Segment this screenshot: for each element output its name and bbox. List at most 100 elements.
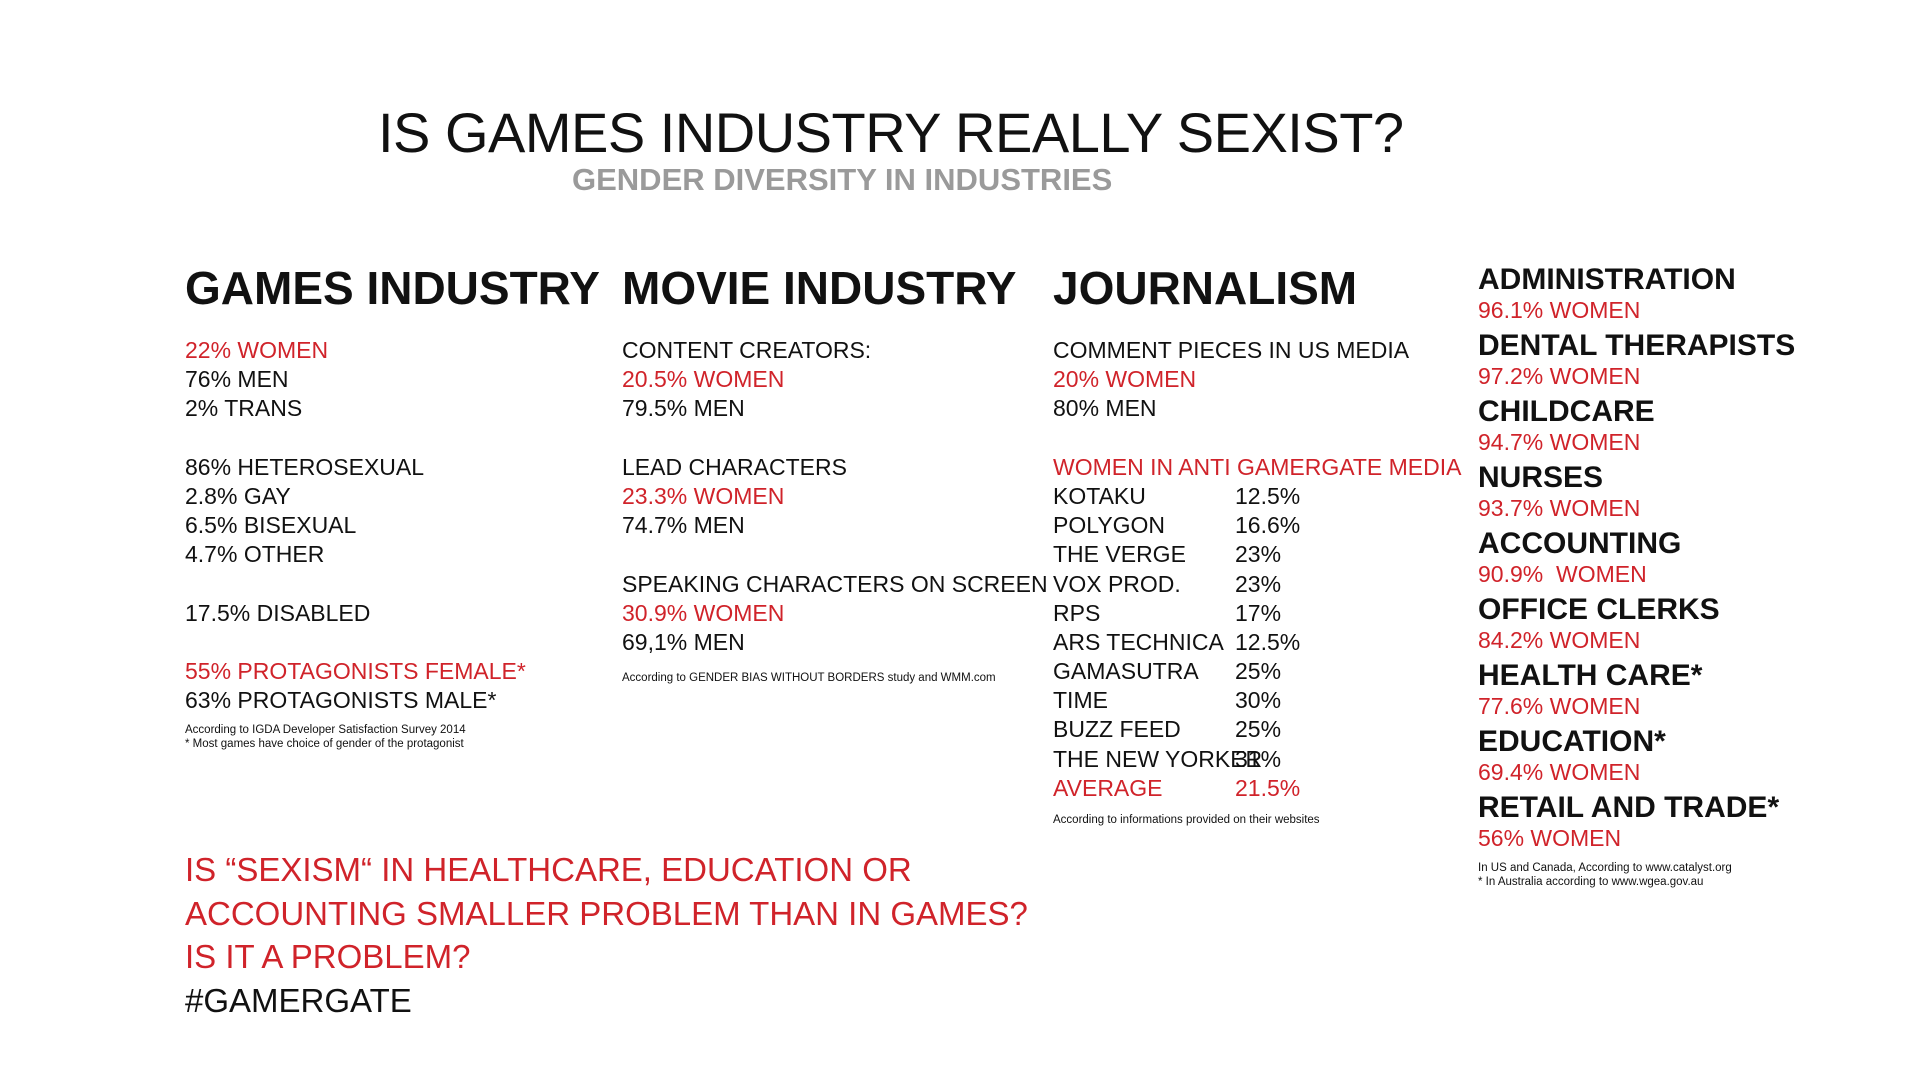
media-average-value: 21.5% xyxy=(1235,774,1301,801)
journalism-comment-label: COMMENT PIECES IN US MEDIA xyxy=(1053,337,1410,363)
movie-source-note: According to GENDER BIAS WITHOUT BORDERS… xyxy=(622,672,996,685)
spacer xyxy=(622,424,1048,453)
industry-label: ACCOUNTING xyxy=(1478,527,1682,560)
games-bisexual-stat: 6.5% BISEXUAL xyxy=(185,512,357,539)
spacer xyxy=(185,424,600,453)
spacer xyxy=(185,570,600,599)
spacer xyxy=(1053,424,1462,453)
games-protagonists-female-stat: 55% PROTAGONISTS FEMALE* xyxy=(185,658,526,685)
movie-content-creators-label: CONTENT CREATORS: xyxy=(622,337,872,363)
media-name: POLYGON xyxy=(1053,512,1166,539)
industry-item: NURSES 93.7% WOMEN xyxy=(1478,460,1795,521)
media-average-label: AVERAGE xyxy=(1053,774,1163,801)
movie-speaking-women: 30.9% WOMEN xyxy=(622,599,785,626)
industry-label: NURSES xyxy=(1478,461,1604,494)
journalism-comment-women: 20% WOMEN xyxy=(1053,366,1197,393)
media-name: THE VERGE xyxy=(1053,541,1186,568)
journalism-source-note: According to informations provided on th… xyxy=(1053,814,1320,826)
journalism-heading: JOURNALISM xyxy=(1053,262,1358,314)
movie-industry-section: MOVIE INDUSTRY CONTENT CREATORS: 20.5% W… xyxy=(622,258,1048,685)
industry-item: EDUCATION* 69.4% WOMEN xyxy=(1478,724,1795,785)
industry-label: EDUCATION* xyxy=(1478,725,1666,758)
media-name: BUZZ FEED xyxy=(1053,716,1181,743)
games-trans-stat: 2% TRANS xyxy=(185,395,303,422)
industry-label: RETAIL AND TRADE* xyxy=(1478,791,1780,824)
games-men-stat: 76% MEN xyxy=(185,366,289,393)
media-name: KOTAKU xyxy=(1053,482,1146,509)
journalism-section: JOURNALISM COMMENT PIECES IN US MEDIA 20… xyxy=(1053,258,1462,827)
media-value: 12.5% xyxy=(1235,628,1301,655)
movie-speaking-label: SPEAKING CHARACTERS ON SCREEN xyxy=(622,570,1048,597)
media-average-row: AVERAGE 21.5% xyxy=(1053,774,1462,803)
games-women-stat: 22% WOMEN xyxy=(185,337,329,363)
games-heterosexual-stat: 86% HETEROSEXUAL xyxy=(185,453,425,480)
movie-lead-women: 23.3% WOMEN xyxy=(622,482,785,509)
media-name: VOX PROD. xyxy=(1053,570,1181,597)
media-row: TIME 30% xyxy=(1053,686,1462,715)
industry-value: 94.7% WOMEN xyxy=(1478,429,1641,455)
media-value: 23% xyxy=(1235,541,1282,568)
games-industry-heading: GAMES INDUSTRY xyxy=(185,262,600,314)
media-value: 17% xyxy=(1235,599,1282,626)
industry-item: CHILDCARE 94.7% WOMEN xyxy=(1478,394,1795,455)
games-industry-section: GAMES INDUSTRY 22% WOMEN 76% MEN 2% TRAN… xyxy=(185,258,600,751)
media-value: 25% xyxy=(1235,658,1282,685)
media-row: THE VERGE 23% xyxy=(1053,540,1462,569)
question-line-3: IS IT A PROBLEM? xyxy=(185,938,471,975)
media-row: THE NEW YORKER 31% xyxy=(1053,745,1462,774)
movie-speaking-men: 69,1% MEN xyxy=(622,628,745,655)
question-line-2: ACCOUNTING SMALLER PROBLEM THAN IN GAMES… xyxy=(185,894,1028,932)
industry-item: RETAIL AND TRADE* 56% WOMEN xyxy=(1478,790,1795,851)
other-industries-section: ADMINISTRATION 96.1% WOMEN DENTAL THERAP… xyxy=(1478,262,1795,889)
industry-value: 69.4% WOMEN xyxy=(1478,759,1641,785)
journalism-comment-men: 80% MEN xyxy=(1053,395,1157,422)
media-row: RPS 17% xyxy=(1053,599,1462,628)
industry-value: 56% WOMEN xyxy=(1478,825,1622,851)
media-row: GAMASUTRA 25% xyxy=(1053,657,1462,686)
other-industries-footnote: * In Australia according to www.wgea.gov… xyxy=(1478,876,1704,888)
spacer xyxy=(622,540,1048,569)
games-source-note: According to IGDA Developer Satisfaction… xyxy=(185,724,466,737)
media-name: ARS TECHNICA xyxy=(1053,628,1224,655)
page-title: IS GAMES INDUSTRY REALLY SEXIST? xyxy=(378,101,1404,164)
media-name: RPS xyxy=(1053,599,1101,626)
movie-industry-heading: MOVIE INDUSTRY xyxy=(622,262,1017,314)
media-value: 25% xyxy=(1235,716,1282,743)
industry-value: 77.6% WOMEN xyxy=(1478,693,1641,719)
media-row: POLYGON 16.6% xyxy=(1053,511,1462,540)
media-name: THE NEW YORKER xyxy=(1053,745,1263,772)
movie-lead-label: LEAD CHARACTERS xyxy=(622,453,847,480)
industry-value: 96.1% WOMEN xyxy=(1478,297,1641,323)
journalism-anti-gamergate-label: WOMEN IN ANTI GAMERGATE MEDIA xyxy=(1053,453,1462,480)
industry-item: HEALTH CARE* 77.6% WOMEN xyxy=(1478,658,1795,719)
games-gay-stat: 2.8% GAY xyxy=(185,482,291,509)
industry-label: CHILDCARE xyxy=(1478,395,1655,428)
page-subtitle: GENDER DIVERSITY IN INDUSTRIES xyxy=(572,162,1113,197)
industry-label: OFFICE CLERKS xyxy=(1478,593,1720,626)
industry-item: ADMINISTRATION 96.1% WOMEN xyxy=(1478,262,1795,323)
other-industries-source-note: In US and Canada, According to www.catal… xyxy=(1478,862,1732,874)
media-name: GAMASUTRA xyxy=(1053,658,1199,685)
spacer xyxy=(185,628,600,657)
media-value: 31% xyxy=(1235,745,1282,772)
media-name: TIME xyxy=(1053,687,1108,714)
games-disabled-stat: 17.5% DISABLED xyxy=(185,599,371,626)
media-value: 12.5% xyxy=(1235,482,1301,509)
industry-value: 84.2% WOMEN xyxy=(1478,627,1641,653)
movie-lead-men: 74.7% MEN xyxy=(622,512,745,539)
industry-value: 97.2% WOMEN xyxy=(1478,363,1641,389)
industry-item: DENTAL THERAPISTS 97.2% WOMEN xyxy=(1478,328,1795,389)
media-row: VOX PROD. 23% xyxy=(1053,570,1462,599)
industry-label: ADMINISTRATION xyxy=(1478,263,1736,296)
media-row: KOTAKU 12.5% xyxy=(1053,482,1462,511)
movie-content-creators-men: 79.5% MEN xyxy=(622,395,745,422)
gamergate-hashtag: #GAMERGATE xyxy=(185,981,412,1019)
media-row: BUZZ FEED 25% xyxy=(1053,715,1462,744)
industry-label: DENTAL THERAPISTS xyxy=(1478,329,1796,362)
media-row: ARS TECHNICA 12.5% xyxy=(1053,628,1462,657)
media-value: 23% xyxy=(1235,570,1282,597)
industry-value: 90.9% WOMEN xyxy=(1478,561,1647,587)
games-protagonists-male-stat: 63% PROTAGONISTS MALE* xyxy=(185,687,497,714)
media-list: KOTAKU 12.5% POLYGON 16.6% THE VERGE 23% VO… xyxy=(1053,482,1462,803)
industry-item: OFFICE CLERKS 84.2% WOMEN xyxy=(1478,592,1795,653)
